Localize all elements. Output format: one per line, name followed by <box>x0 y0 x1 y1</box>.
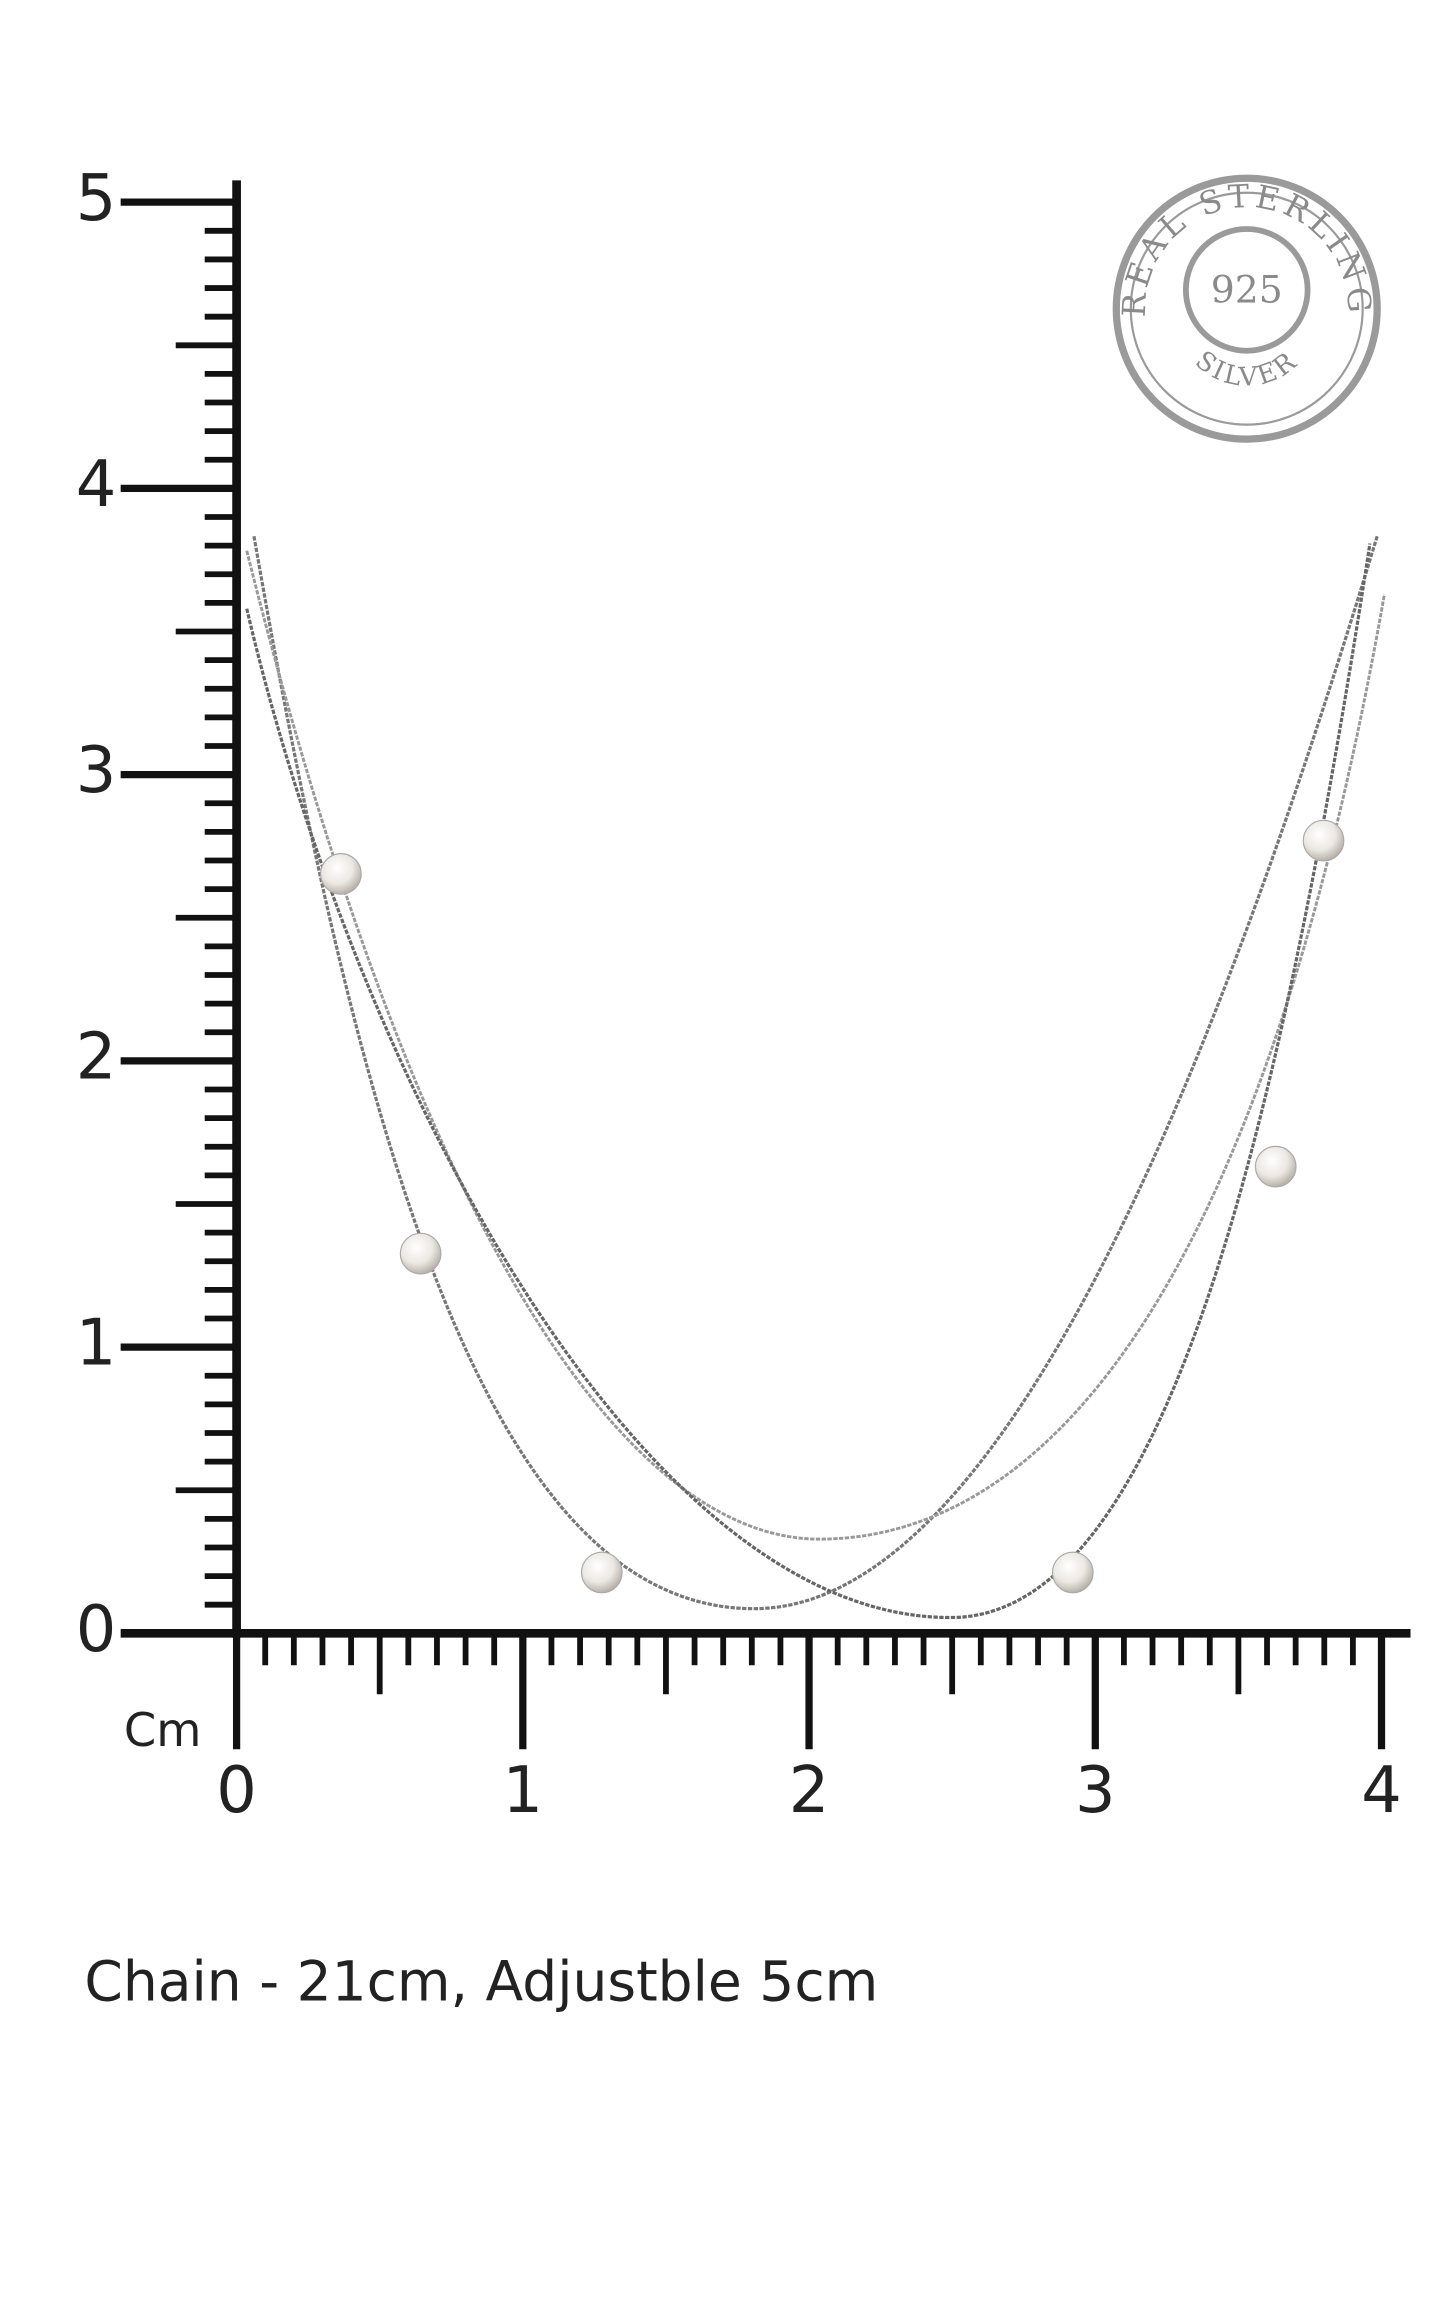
pearl <box>580 1551 623 1594</box>
pearl <box>1302 819 1345 862</box>
pearl <box>1254 1145 1297 1188</box>
stamp-ring <box>1112 174 1381 443</box>
necklace <box>245 535 1386 1620</box>
ruler-label: 1 <box>503 1754 544 1828</box>
chain <box>245 543 1372 1620</box>
silver-stamp: REAL STERLING 925 SILVER <box>1112 174 1381 443</box>
ruler: 0 1 2 3 4 5 0 1 2 3 4 <box>76 162 1411 1828</box>
ruler-label: 2 <box>789 1754 830 1828</box>
chain <box>245 550 1386 1541</box>
ruler-label: 4 <box>76 448 117 522</box>
ruler-label: 0 <box>216 1754 257 1828</box>
pearl <box>1051 1551 1094 1594</box>
pearls <box>320 819 1345 1594</box>
pearl <box>320 853 362 895</box>
ruler-label: 4 <box>1361 1754 1402 1828</box>
pearl <box>399 1232 442 1275</box>
ruler-label: 3 <box>76 734 117 808</box>
ruler-label: 2 <box>76 1020 117 1094</box>
stamp-ring <box>1182 226 1311 354</box>
ruler-label: 1 <box>76 1307 117 1381</box>
chain <box>252 535 1379 1611</box>
ruler-unit: Cm <box>124 1703 202 1757</box>
ruler-label: 3 <box>1075 1754 1116 1828</box>
stamp-center-text: 925 <box>1211 267 1283 311</box>
ruler-label: 5 <box>76 162 117 236</box>
caption: Chain - 21cm, Adjustble 5cm <box>84 1950 878 2014</box>
ruler-label: 0 <box>76 1593 117 1667</box>
stamp-ring <box>1129 191 1364 426</box>
